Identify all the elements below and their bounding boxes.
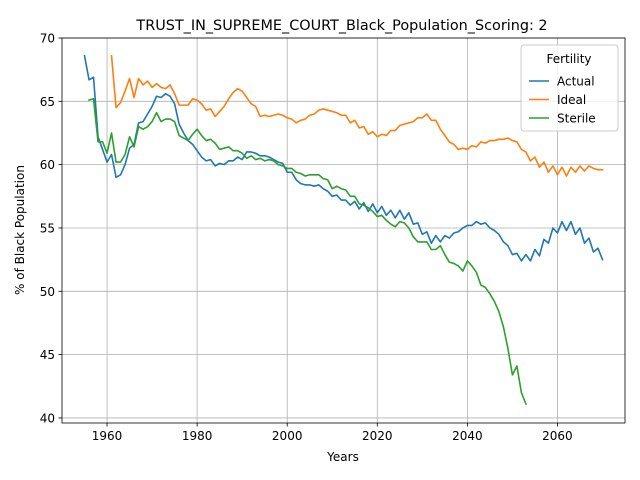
series-line-ideal xyxy=(110,54,604,177)
y-tick-label: 55 xyxy=(40,221,55,235)
y-tick-label: 65 xyxy=(40,95,55,109)
legend-box xyxy=(520,44,619,132)
series-line-sterile xyxy=(88,97,527,406)
legend-label-actual: Actual xyxy=(557,75,595,89)
legend: Fertility Actual Ideal Sterile xyxy=(520,44,619,132)
chart-title: TRUST_IN_SUPREME_COURT_Black_Population_… xyxy=(135,18,547,34)
x-tick-label: 1960 xyxy=(92,429,123,443)
x-axis-ticks: 1960 1980 2000 2020 2040 2060 xyxy=(92,423,573,443)
x-tick-label: 2040 xyxy=(452,429,483,443)
x-tick-label: 2060 xyxy=(542,429,573,443)
x-axis-label: Years xyxy=(326,450,359,464)
legend-title: Fertility xyxy=(546,52,591,66)
y-tick-label: 40 xyxy=(40,411,55,425)
grid xyxy=(62,37,625,423)
y-tick-label: 45 xyxy=(40,348,55,362)
y-axis-ticks: 40 45 50 55 60 65 70 xyxy=(40,32,62,425)
y-tick-label: 70 xyxy=(40,32,55,46)
x-tick-label: 1980 xyxy=(182,429,213,443)
y-tick-label: 50 xyxy=(40,285,55,299)
x-tick-label: 2000 xyxy=(272,429,303,443)
series-layer xyxy=(83,54,604,406)
legend-label-sterile: Sterile xyxy=(557,112,596,126)
y-axis-label: % of Black Population xyxy=(13,165,27,295)
plot-frame xyxy=(61,37,626,424)
x-tick-label: 2020 xyxy=(362,429,393,443)
series-line-actual xyxy=(83,54,604,262)
legend-label-ideal: Ideal xyxy=(557,93,586,107)
y-tick-label: 60 xyxy=(40,158,55,172)
